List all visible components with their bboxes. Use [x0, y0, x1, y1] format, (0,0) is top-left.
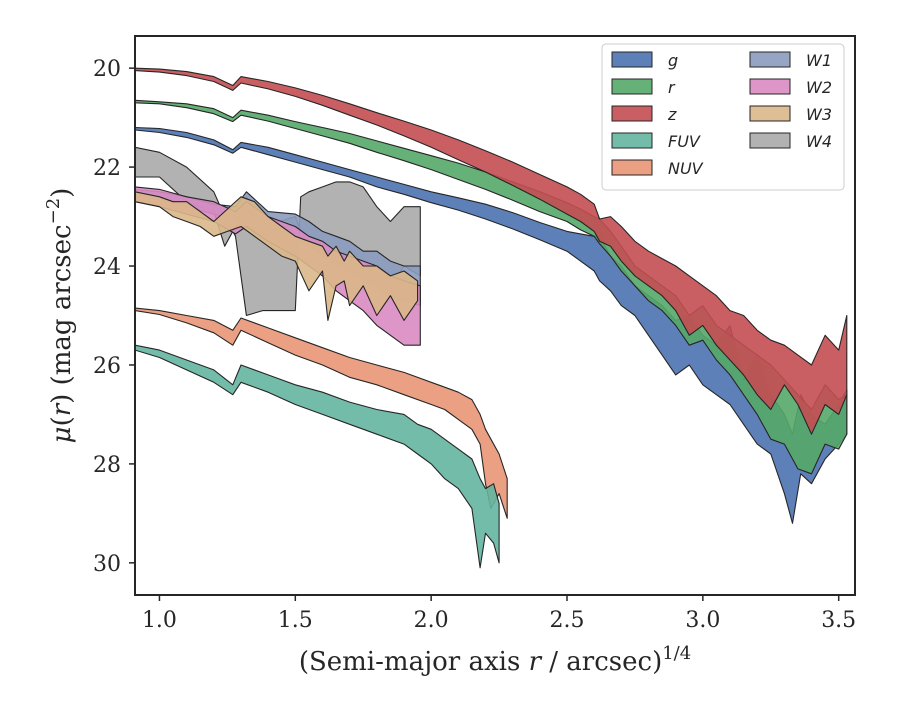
legend-swatch-w4	[749, 132, 791, 149]
x-tick-label: 1.0	[142, 608, 177, 633]
x-tick-label: 3.0	[685, 608, 720, 633]
legend-swatch-fuv	[611, 132, 653, 149]
legend-label-nuv: NUV	[668, 159, 704, 178]
legend-swatch-nuv	[611, 159, 653, 176]
x-tick-label: 1.5	[278, 608, 313, 633]
legend-label-w2: W2	[806, 78, 832, 97]
y-tick-label: 26	[93, 354, 121, 379]
legend-swatch-w2	[749, 78, 791, 95]
band-nuv	[135, 307, 508, 519]
y-tick-label: 24	[93, 255, 121, 280]
y-tick-label: 28	[93, 453, 121, 478]
legend-swatch-r	[611, 78, 653, 95]
bands-layer	[135, 67, 848, 569]
band-z	[135, 67, 848, 435]
legend-label-w4: W4	[806, 132, 832, 151]
x-axis-title: (Semi-major axis r / arcsec)1/4	[299, 643, 691, 677]
x-tick-label: 2.0	[414, 608, 449, 633]
x-tick-label: 2.5	[550, 608, 585, 633]
ticks-layer: 1.0 1.5 2.0 2.5 3.0 3.5 20 22 24 26 28 30	[93, 57, 856, 633]
legend-label-w3: W3	[806, 105, 832, 124]
y-tick-label: 30	[93, 552, 121, 577]
legend: grz FUV NUV W1 W2 W3 W4	[601, 43, 845, 191]
legend-swatch-g	[611, 51, 653, 68]
x-tick-label: 3.5	[821, 608, 856, 633]
legend-label-w1: W1	[806, 51, 832, 70]
y-axis-title: μ(r) (mag arcsec−2)	[43, 188, 77, 444]
y-tick-label: 22	[93, 156, 121, 181]
plot-frame	[134, 35, 856, 596]
legend-label-z: z	[667, 105, 677, 124]
band-fuv	[135, 344, 500, 569]
legend-label-g: g	[668, 51, 678, 70]
legend-swatch-w3	[749, 105, 791, 122]
legend-swatch-z	[611, 105, 653, 122]
legend-label-fuv: FUV	[668, 132, 701, 151]
legend-swatch-w1	[749, 51, 791, 68]
band-w3	[135, 191, 419, 321]
y-tick-label: 20	[93, 57, 121, 82]
legend-label-r: r	[668, 78, 676, 97]
